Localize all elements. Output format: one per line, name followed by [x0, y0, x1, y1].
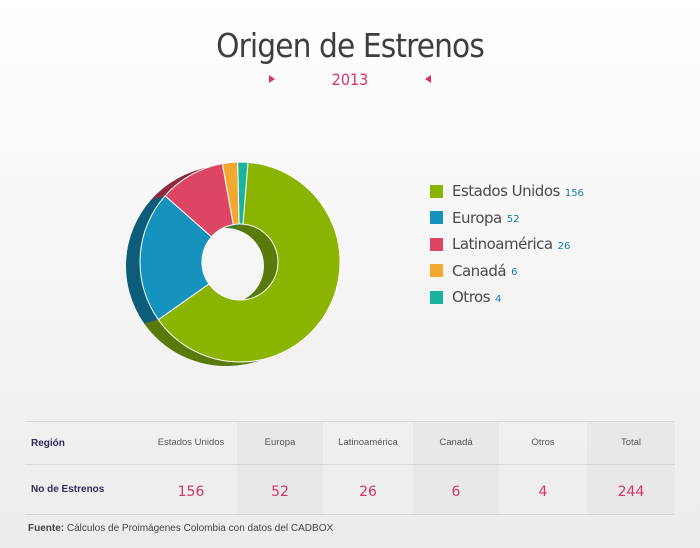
- table-row: No de Estrenos 156 52 26 6 4 244: [25, 465, 675, 514]
- column-header: Total: [587, 422, 675, 464]
- legend-swatch: [430, 290, 443, 304]
- legend-label: Latinoamérica: [452, 235, 553, 254]
- table-cell: 244: [587, 465, 675, 514]
- source-label: Fuente:: [28, 523, 65, 534]
- legend-swatch: [430, 237, 443, 251]
- donut-slice: Estados Unidos: 156: [157, 161, 341, 363]
- year-selector: 2013: [0, 70, 700, 90]
- chart-legend: Estados Unidos 156 Europa 52 Latinoaméri…: [430, 178, 584, 311]
- legend-label: Estados Unidos: [452, 182, 560, 201]
- row-label-count: No de Estrenos: [31, 484, 105, 495]
- column-header: Latinoamérica: [338, 437, 398, 448]
- legend-swatch: [430, 211, 443, 225]
- column-header: Estados Unidos: [157, 437, 225, 448]
- legend-value: 52: [506, 214, 520, 226]
- legend-value: 6: [511, 267, 518, 279]
- table-header-row: Región Estados Unidos Europa Latinoaméri…: [25, 422, 675, 465]
- legend-item: Otros 4: [430, 284, 584, 311]
- legend-label: Otros: [452, 288, 491, 307]
- previous-year-arrow-icon[interactable]: [269, 75, 275, 83]
- source-text: Cálculos de Proimágenes Colombia con dat…: [66, 523, 334, 534]
- source-note: Fuente: Cálculos de Proimágenes Colombia…: [28, 523, 333, 534]
- table-cell: 52: [237, 465, 323, 514]
- column-header: Canadá: [413, 422, 499, 464]
- legend-item: Europa 52: [430, 205, 584, 232]
- chart-title: Origen de Estrenos: [216, 26, 485, 65]
- legend-item: Canadá 6: [430, 258, 584, 285]
- table-cell: 4: [538, 483, 548, 500]
- year-label: 2013: [331, 70, 369, 89]
- legend-item: Latinoamérica 26: [430, 231, 584, 258]
- row-label-region: Región: [31, 437, 65, 449]
- column-header: Otros: [531, 437, 555, 448]
- table-cell: 26: [359, 483, 377, 500]
- legend-label: Canadá: [452, 261, 507, 280]
- donut-slice: Europa: 52: [139, 195, 213, 321]
- donut-slice: Otros: 4: [237, 161, 249, 225]
- table-cell: 6: [413, 465, 499, 514]
- table-cell: 156: [177, 483, 205, 500]
- legend-swatch: [430, 264, 443, 278]
- column-header: Europa: [237, 422, 323, 464]
- next-year-arrow-icon[interactable]: [425, 75, 431, 83]
- legend-item: Estados Unidos 156: [430, 178, 584, 205]
- legend-swatch: [430, 184, 443, 198]
- data-table: Región Estados Unidos Europa Latinoaméri…: [25, 421, 675, 515]
- legend-value: 156: [564, 187, 584, 199]
- legend-value: 4: [495, 293, 502, 305]
- legend-label: Europa: [452, 208, 502, 227]
- legend-value: 26: [557, 240, 571, 252]
